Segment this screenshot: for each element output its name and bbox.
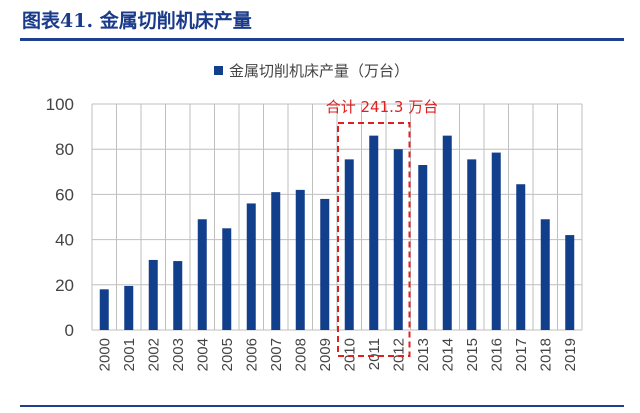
bar xyxy=(124,285,134,330)
x-tick-label: 2007 xyxy=(268,338,285,371)
figure-title-text: 金属切削机床产量 xyxy=(99,10,252,32)
y-tick-label: 60 xyxy=(55,185,74,204)
y-axis-ticks: 0 20 40 60 80 100 xyxy=(46,95,74,340)
bar xyxy=(393,149,403,330)
bar xyxy=(491,152,501,330)
bar xyxy=(173,261,183,330)
bar-series xyxy=(99,135,575,330)
x-tick-label: 2008 xyxy=(292,338,309,371)
bar xyxy=(540,219,550,330)
bar xyxy=(442,135,452,330)
x-tick-label: 2015 xyxy=(464,338,481,371)
x-tick-label: 2019 xyxy=(562,338,579,371)
x-tick-label: 2006 xyxy=(243,338,260,371)
bar xyxy=(271,192,281,330)
x-tick-label: 2003 xyxy=(170,338,187,371)
x-tick-label: 2004 xyxy=(194,338,211,371)
y-tick-label: 100 xyxy=(46,95,74,114)
x-tick-label: 2013 xyxy=(415,338,432,371)
x-tick-label: 2016 xyxy=(488,338,505,371)
legend-label: 金属切削机床产量（万台） xyxy=(229,63,409,80)
bottom-rule xyxy=(20,405,624,407)
x-tick-label: 2011 xyxy=(366,338,383,370)
x-tick-label: 2002 xyxy=(145,338,162,371)
x-tick-label: 2005 xyxy=(219,338,236,371)
x-axis-ticks: 2000 2001 2002 2003 2004 2005 2006 2007 2008 2009… xyxy=(96,338,579,371)
bar xyxy=(344,159,354,330)
x-tick-label: 2018 xyxy=(537,338,554,371)
y-tick-label: 40 xyxy=(55,231,74,250)
bar xyxy=(222,228,232,330)
y-tick-label: 0 xyxy=(65,321,74,340)
legend: 金属切削机床产量（万台） xyxy=(214,63,409,80)
figure-title: 图表41. 金属切削机床产量 xyxy=(22,6,252,33)
bar xyxy=(197,219,207,330)
x-tick-label: 2012 xyxy=(390,338,407,371)
bar xyxy=(320,198,330,330)
x-tick-label: 2017 xyxy=(513,338,530,371)
bar xyxy=(369,135,379,330)
bar xyxy=(246,203,256,330)
y-tick-label: 20 xyxy=(55,276,74,295)
x-tick-label: 2001 xyxy=(121,338,138,371)
bar xyxy=(516,184,526,330)
bar xyxy=(418,165,428,330)
bar xyxy=(565,235,575,330)
x-tick-label: 2014 xyxy=(439,338,456,371)
annotation-text: 合计 241.3 万台 xyxy=(326,98,438,116)
bar xyxy=(148,259,158,330)
annotation-box xyxy=(337,122,411,357)
y-tick-label: 80 xyxy=(55,140,74,159)
legend-swatch xyxy=(214,66,223,75)
bar xyxy=(295,189,305,330)
figure-label: 图表41. xyxy=(22,10,94,32)
total-annotation: 合计 241.3 万台 xyxy=(326,98,438,357)
x-tick-label: 2010 xyxy=(341,338,358,371)
x-tick-label: 2009 xyxy=(317,338,334,371)
title-rule xyxy=(20,38,624,41)
bar xyxy=(467,159,477,330)
x-tick-label: 2000 xyxy=(96,338,113,371)
bar xyxy=(99,289,109,330)
